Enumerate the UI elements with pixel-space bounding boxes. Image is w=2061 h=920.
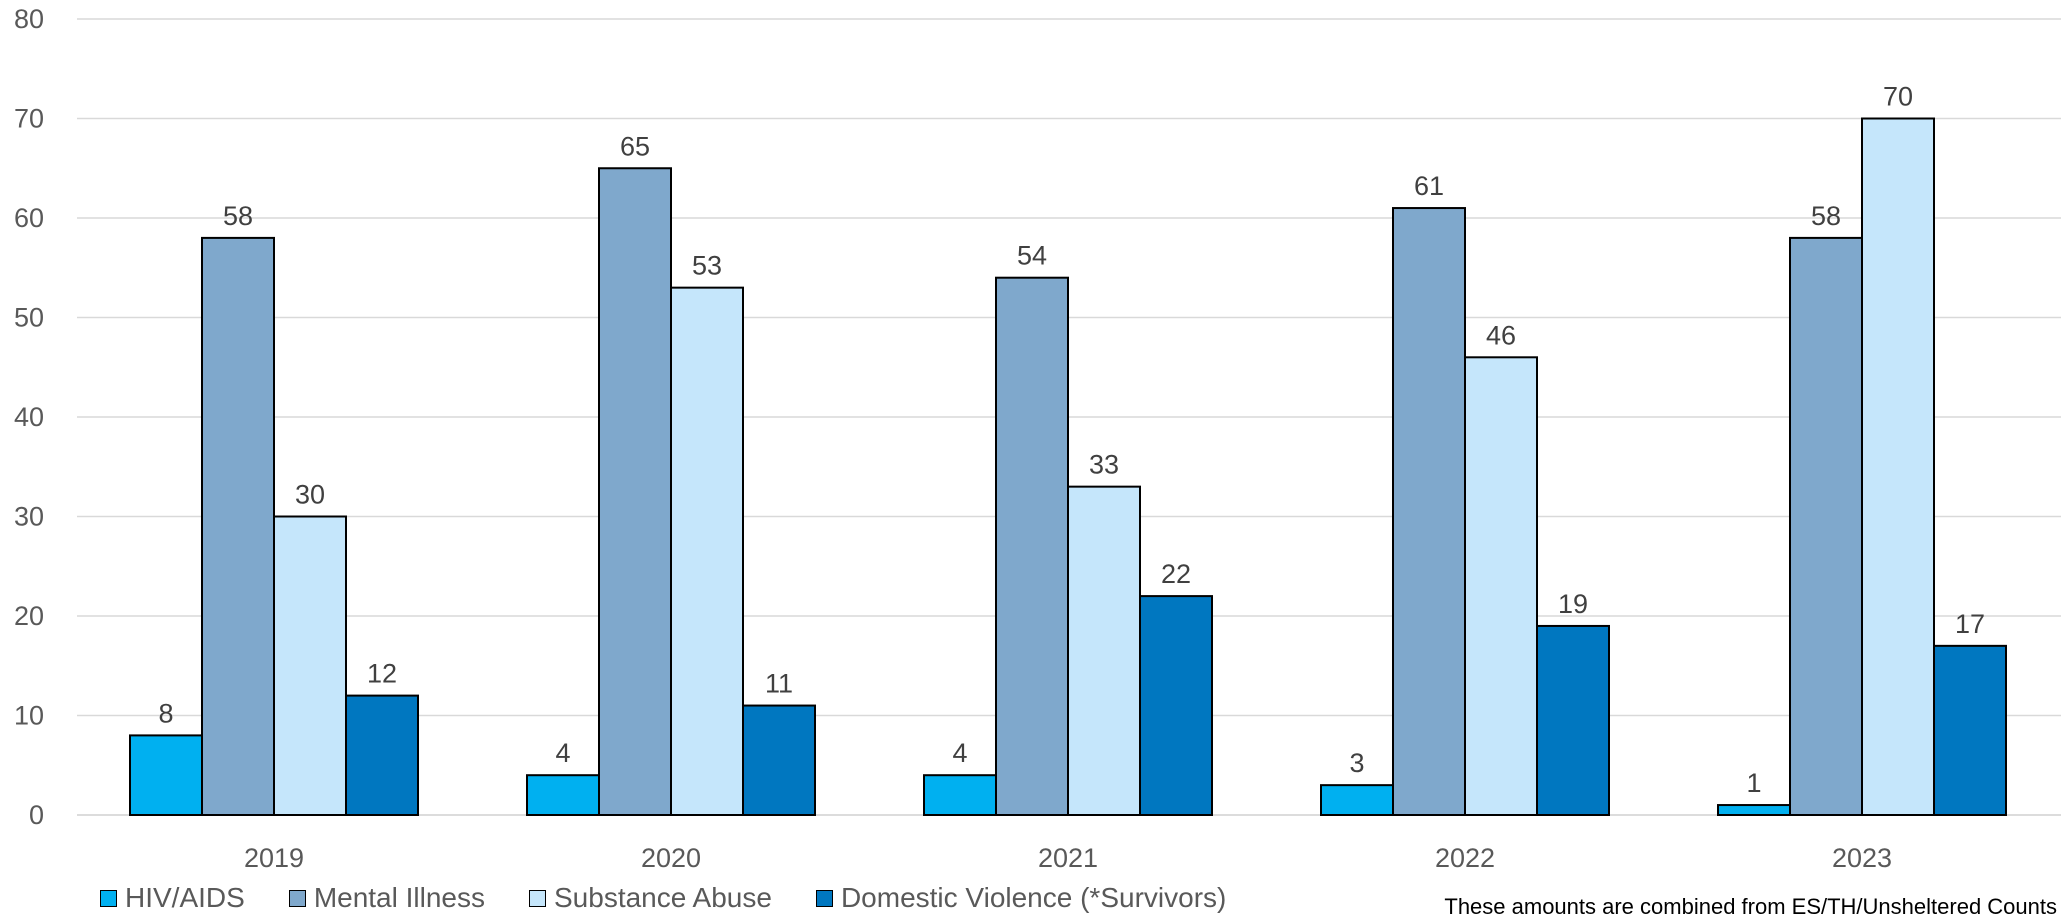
legend-label: HIV/AIDS (125, 882, 245, 913)
data-label: 17 (1955, 609, 1985, 639)
y-tick-label: 40 (14, 402, 44, 432)
data-label: 4 (555, 738, 570, 768)
bar (742, 704, 816, 816)
data-label: 61 (1414, 171, 1444, 201)
legend-item: Mental Illness (288, 882, 485, 914)
data-labels: 8 58 30 12 4 65 53 11 4 54 33 22 3 61 46 19 1 58 70 17 (158, 82, 1985, 799)
legend-swatch (100, 889, 117, 907)
chart-note: These amounts are combined from ES/TH/Un… (1444, 894, 2057, 919)
data-label: 54 (1017, 241, 1047, 271)
y-tick-label: 30 (14, 502, 44, 532)
legend-item: Substance Abuse (529, 882, 772, 914)
x-tick-label: 2021 (1038, 843, 1098, 873)
data-label: 33 (1089, 450, 1119, 480)
data-label: 58 (223, 201, 253, 231)
data-label: 22 (1161, 559, 1191, 589)
legend-label: Domestic Violence (*Survivors) (840, 882, 1227, 913)
y-tick-label: 60 (14, 203, 44, 233)
legend: HIV/AIDS Mental Illness Substance Abuse Dom… (100, 880, 1270, 916)
bar (129, 734, 203, 817)
data-label: 70 (1883, 82, 1913, 112)
bar (1464, 356, 1538, 816)
data-label: 58 (1811, 201, 1841, 231)
bar (1139, 595, 1213, 816)
bars (129, 117, 2007, 817)
x-tick-label: 2023 (1832, 843, 1892, 873)
bar (201, 236, 275, 816)
x-tick-label: 2022 (1435, 843, 1495, 873)
data-label: 53 (692, 251, 722, 281)
bar (1861, 117, 1935, 816)
bar (1392, 207, 1466, 817)
legend-item: HIV/AIDS (100, 882, 245, 914)
data-label: 65 (620, 131, 650, 161)
data-label: 30 (295, 480, 325, 510)
bar (1536, 624, 1610, 817)
legend-swatch (815, 889, 833, 907)
data-label: 46 (1486, 320, 1516, 350)
legend-swatch (529, 889, 546, 907)
data-label: 1 (1746, 768, 1761, 798)
y-axis-ticks: 0 10 20 30 40 50 60 70 80 (14, 4, 44, 830)
y-tick-label: 80 (14, 4, 44, 34)
bar (1933, 644, 2007, 816)
bar (273, 515, 347, 816)
data-label: 4 (952, 738, 967, 768)
legend-label: Mental Illness (313, 882, 485, 913)
bar (923, 774, 997, 817)
bar (1717, 804, 1791, 816)
data-label: 11 (765, 669, 793, 699)
bar (526, 774, 600, 817)
bar (1789, 236, 1863, 816)
bar (1067, 485, 1141, 816)
legend-label: Substance Abuse (554, 882, 772, 913)
data-label: 19 (1558, 589, 1588, 619)
x-axis-ticks: 2019 2020 2021 2022 2023 (244, 843, 1892, 873)
bar (1320, 784, 1394, 817)
bar (345, 694, 419, 816)
y-tick-label: 20 (14, 601, 44, 631)
bar (670, 286, 744, 816)
data-label: 8 (158, 698, 173, 728)
x-tick-label: 2020 (641, 843, 701, 873)
y-tick-label: 70 (14, 104, 44, 134)
data-label: 12 (367, 659, 397, 689)
data-label: 3 (1349, 748, 1364, 778)
bar (995, 276, 1069, 816)
x-tick-label: 2019 (244, 843, 304, 873)
legend-item: Domestic Violence (*Survivors) (815, 882, 1227, 914)
legend-swatch (288, 889, 306, 907)
y-tick-label: 50 (14, 303, 44, 333)
bar (598, 167, 672, 816)
y-tick-label: 10 (14, 701, 44, 731)
bar-chart: 0 10 20 30 40 50 60 70 80 8 58 30 12 4 65 53 11 4 54 33 22 3… (14, 4, 2061, 873)
y-tick-label: 0 (29, 800, 44, 830)
